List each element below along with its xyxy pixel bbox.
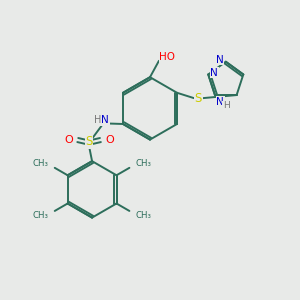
Text: HO: HO <box>159 52 175 62</box>
Text: O: O <box>105 135 114 145</box>
Text: S: S <box>85 135 93 148</box>
Text: N: N <box>101 116 109 125</box>
Text: N: N <box>210 68 218 78</box>
Text: CH₃: CH₃ <box>136 159 152 168</box>
Text: N: N <box>216 97 224 106</box>
Text: CH₃: CH₃ <box>32 159 48 168</box>
Text: H: H <box>223 101 230 110</box>
Text: N: N <box>216 55 224 65</box>
Text: CH₃: CH₃ <box>136 211 152 220</box>
Text: CH₃: CH₃ <box>32 211 48 220</box>
Text: S: S <box>195 92 202 105</box>
Text: H: H <box>94 116 102 125</box>
Text: O: O <box>64 135 73 145</box>
